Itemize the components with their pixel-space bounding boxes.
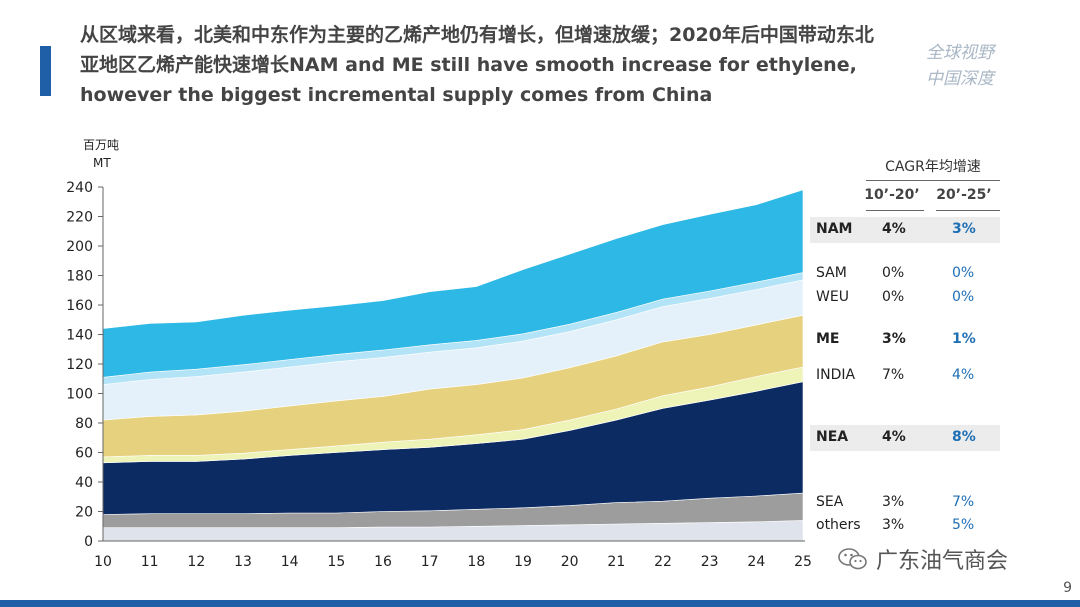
cagr-c1-cell: 3% xyxy=(882,517,905,533)
y-axis-unit-cn: 百万吨 xyxy=(83,138,120,152)
cagr-row-weu: WEU 0% 0% xyxy=(810,285,1000,311)
x-tick-label: 11 xyxy=(141,554,159,570)
cagr-c2-cell: 1% xyxy=(952,331,976,347)
slogan-line-1: 全球视野 xyxy=(926,43,994,63)
cagr-row-nea: NEA 4% 8% xyxy=(810,425,1000,451)
cagr-c1-cell: 4% xyxy=(882,221,906,237)
y-tick-label: 140 xyxy=(66,328,93,344)
x-tick-label: 25 xyxy=(794,554,812,570)
page-number: 9 xyxy=(1063,580,1072,596)
cagr-c1-cell: 3% xyxy=(882,494,905,510)
y-tick-label: 200 xyxy=(66,239,93,255)
cagr-name-cell: NAM xyxy=(816,221,853,237)
y-axis-unit-en: MT xyxy=(93,156,111,170)
slogan-line-2: 中国深度 xyxy=(926,69,994,89)
x-tick-label: 14 xyxy=(281,554,299,570)
cagr-row-me: ME 3% 1% xyxy=(810,327,1000,353)
y-tick-label: 40 xyxy=(75,475,93,491)
cagr-title-rule xyxy=(866,180,1000,181)
y-tick-label: 160 xyxy=(66,298,93,314)
cagr-row-sam: SAM 0% 0% xyxy=(810,261,1000,287)
cagr-c1-cell: 4% xyxy=(882,429,906,445)
cagr-name-cell: ME xyxy=(816,331,840,347)
watermark-text: 广东油气商会 xyxy=(876,549,1009,574)
y-tick-label: 0 xyxy=(84,534,93,550)
y-tick-label: 220 xyxy=(66,210,93,226)
cagr-c2-cell: 0% xyxy=(952,289,975,305)
x-tick-label: 18 xyxy=(467,554,485,570)
cagr-c1-cell: 7% xyxy=(882,367,905,383)
cagr-row-others: others 3% 5% xyxy=(810,513,1000,539)
cagr-title: CAGR年均增速 xyxy=(885,159,981,175)
cagr-c2-cell: 3% xyxy=(952,221,976,237)
y-tick-label: 80 xyxy=(75,416,93,432)
cagr-c1-cell: 3% xyxy=(882,331,906,347)
x-tick-label: 19 xyxy=(514,554,532,570)
slogan: 全球视野 中国深度 xyxy=(905,40,1015,92)
cagr-col-20-25: 20’-25’ xyxy=(936,187,992,203)
cagr-col-rule-2 xyxy=(936,210,1000,211)
x-tick-label: 15 xyxy=(327,554,345,570)
y-tick-label: 100 xyxy=(66,387,93,403)
y-tick-label: 240 xyxy=(66,180,93,196)
y-tick-label: 20 xyxy=(75,505,93,521)
watermark: 广东油气商会 xyxy=(838,543,1008,575)
footer-bar xyxy=(0,600,1080,607)
cagr-c2-cell: 7% xyxy=(952,494,975,510)
cagr-col-10-20: 10’-20’ xyxy=(864,187,920,203)
y-tick-label: 60 xyxy=(75,446,93,462)
cagr-c1-cell: 0% xyxy=(882,265,905,281)
area-nam xyxy=(102,189,804,378)
cagr-c2-cell: 5% xyxy=(952,517,975,533)
cagr-name-cell: WEU xyxy=(816,289,849,305)
cagr-c2-cell: 8% xyxy=(952,429,976,445)
cagr-name-cell: SEA xyxy=(816,494,844,510)
x-tick-label: 20 xyxy=(561,554,579,570)
title-accent-bar xyxy=(40,46,51,96)
wechat-icon xyxy=(838,548,868,570)
y-tick-label: 120 xyxy=(66,357,93,373)
y-axis-unit: 百万吨 MT xyxy=(83,136,119,172)
cagr-name-cell: NEA xyxy=(816,429,849,445)
cagr-c1-cell: 0% xyxy=(882,289,905,305)
cagr-row-sea: SEA 3% 7% xyxy=(810,490,1000,516)
cagr-row-india: INDIA 7% 4% xyxy=(810,363,1000,389)
x-tick-label: 21 xyxy=(607,554,625,570)
y-tick-label: 180 xyxy=(66,269,93,285)
x-tick-label: 23 xyxy=(701,554,719,570)
x-tick-label: 16 xyxy=(374,554,392,570)
x-tick-label: 22 xyxy=(654,554,672,570)
cagr-c2-cell: 4% xyxy=(952,367,975,383)
page-title: 从区域来看，北美和中东作为主要的乙烯产地仍有增长，但增速放缓；2020年后中国带… xyxy=(80,24,874,106)
cagr-name-cell: SAM xyxy=(816,265,847,281)
x-tick-label: 10 xyxy=(94,554,112,570)
x-tick-label: 13 xyxy=(234,554,252,570)
cagr-name-cell: others xyxy=(816,517,861,533)
cagr-c2-cell: 0% xyxy=(952,265,975,281)
x-tick-label: 24 xyxy=(747,554,765,570)
cagr-name-cell: INDIA xyxy=(816,367,856,383)
cagr-col-rule-1 xyxy=(866,210,924,211)
x-tick-label: 17 xyxy=(421,554,439,570)
cagr-row-nam: NAM 4% 3% xyxy=(810,217,1000,243)
x-tick-label: 12 xyxy=(187,554,205,570)
